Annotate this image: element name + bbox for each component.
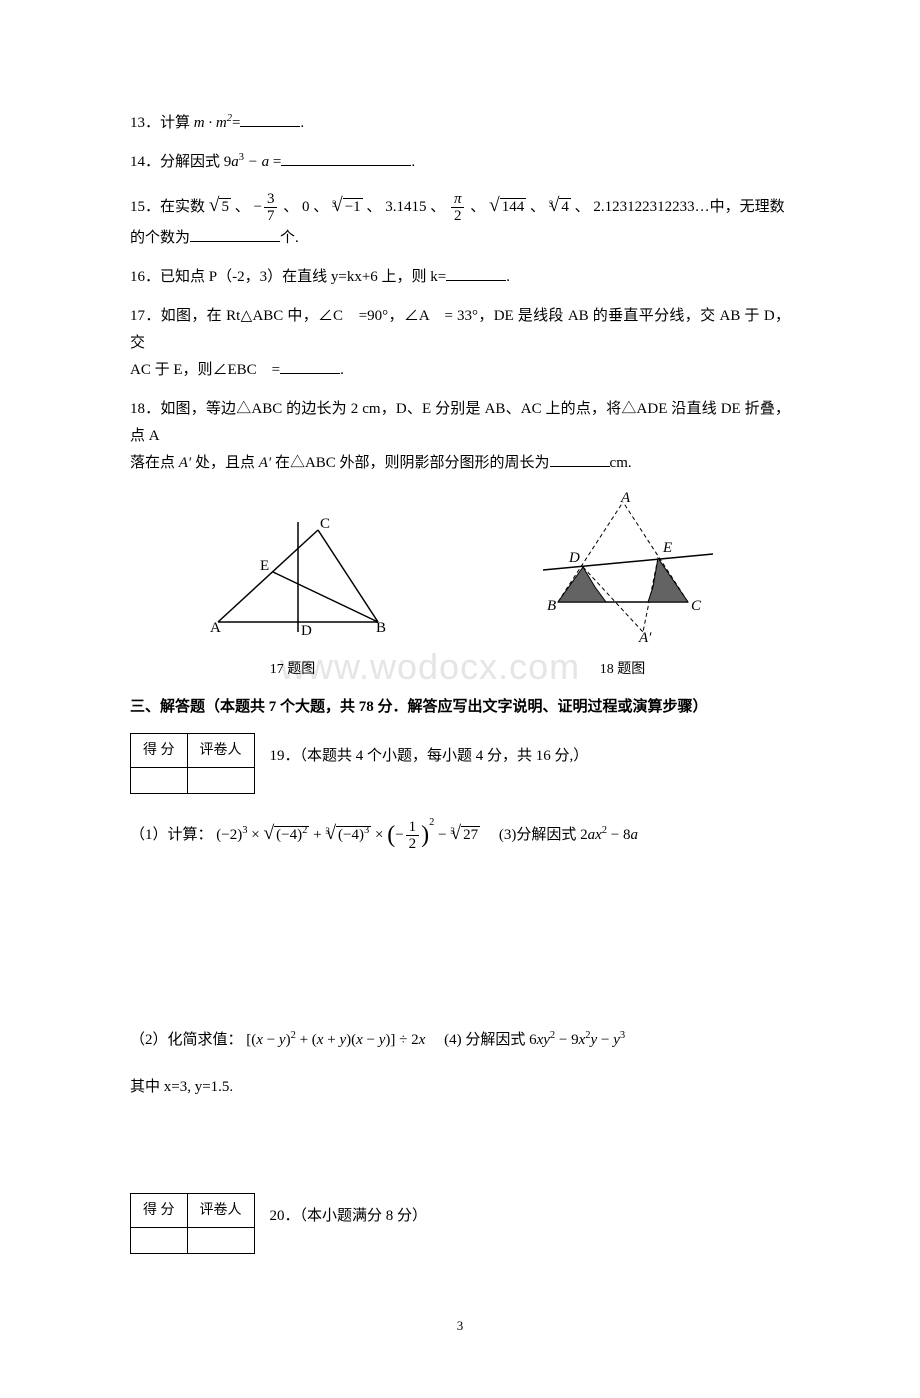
work-space-2 bbox=[130, 1113, 790, 1193]
q18-blank bbox=[550, 452, 610, 467]
question-15: 15．在实数 √5 、 −37 、 0 、 3√−1 、 3.1415 、 π2… bbox=[130, 188, 790, 252]
figure-17-svg: A B C D E bbox=[188, 512, 398, 642]
q13-blank bbox=[240, 112, 300, 127]
label-D: D bbox=[568, 550, 580, 566]
q13-label: 计算 bbox=[160, 115, 194, 131]
grader-header: 评卷人 bbox=[187, 1194, 254, 1228]
figure-17: A B C D E 17 题图 bbox=[188, 512, 398, 682]
page-number: 3 bbox=[130, 1314, 790, 1337]
q19-2-label: （2）化简求值： bbox=[130, 1032, 243, 1048]
frac-pi-2: π2 bbox=[451, 191, 465, 225]
q15-blank bbox=[190, 227, 280, 242]
label-C: C bbox=[691, 598, 702, 614]
grader-cell bbox=[187, 767, 254, 793]
label-B: B bbox=[547, 598, 556, 614]
q19-1-expr: (−2)3 × √(−4)2 + 3√(−4)3 × (−12)2 − 3√27 bbox=[216, 827, 484, 843]
q14-num: 14． bbox=[130, 154, 160, 170]
q19-3-label: (3)分解因式 bbox=[499, 827, 580, 843]
label-C: C bbox=[320, 516, 330, 532]
q17-num: 17． bbox=[130, 308, 161, 324]
q16-blank bbox=[446, 266, 506, 281]
label-A: A bbox=[620, 492, 631, 506]
q19-4-expr: 6xy2 − 9x2y − y3 bbox=[529, 1032, 625, 1048]
q19-header: 得 分 评卷人 19．（本题共 4 个小题，每小题 4 分，共 16 分,） bbox=[130, 733, 790, 794]
cbrt-neg1: 3√−1 bbox=[332, 188, 363, 223]
section-3-title: 三、解答题（本题共 7 个大题，共 78 分．解答应写出文字说明、证明过程或演算… bbox=[130, 694, 790, 721]
q14-blank bbox=[281, 151, 411, 166]
label-E: E bbox=[662, 540, 672, 556]
q13-num: 13． bbox=[130, 115, 160, 131]
question-16: 16．已知点 P（-2，3）在直线 y=kx+6 上，则 k=. bbox=[130, 264, 790, 291]
label-B: B bbox=[376, 620, 386, 636]
q19-3-expr: 2ax2 − 8a bbox=[580, 827, 638, 843]
q15-num: 15． bbox=[130, 199, 160, 215]
frac-3-7: 37 bbox=[264, 191, 278, 225]
question-17: 17．如图，在 Rt△ABC 中，∠C =90°，∠A = 33°，DE 是线段… bbox=[130, 303, 790, 384]
question-13: 13．计算 m · m2=. bbox=[130, 110, 790, 137]
q19-2-where: 其中 x=3, y=1.5. bbox=[130, 1074, 790, 1101]
figures-row: A B C D E 17 题图 A B C D bbox=[130, 492, 790, 682]
label-D: D bbox=[301, 623, 312, 639]
question-14: 14．分解因式 9a3 − a =. bbox=[130, 149, 790, 176]
q17-blank bbox=[280, 359, 340, 374]
question-18: 18．如图，等边△ABC 的边长为 2 cm，D、E 分别是 AB、AC 上的点… bbox=[130, 396, 790, 477]
q16-num: 16． bbox=[130, 269, 160, 285]
q13-expr: m · m2 bbox=[194, 115, 232, 131]
label-E: E bbox=[260, 558, 269, 574]
score-cell bbox=[131, 1228, 188, 1254]
q19-text: 19．（本题共 4 个小题，每小题 4 分，共 16 分,） bbox=[270, 733, 589, 770]
label-A: A bbox=[210, 620, 221, 636]
grader-cell bbox=[187, 1228, 254, 1254]
cbrt-4: 3√4 bbox=[549, 188, 571, 223]
score-header: 得 分 bbox=[131, 733, 188, 767]
q20-header: 得 分 评卷人 20．（本小题满分 8 分） bbox=[130, 1193, 790, 1254]
figure-18-label: 18 题图 bbox=[513, 657, 733, 682]
figure-18-svg: A B C D E A′ bbox=[513, 492, 733, 642]
q20-text: 20．（本小题满分 8 分） bbox=[270, 1193, 428, 1230]
q19-row-1: （1）计算： (−2)3 × √(−4)2 + 3√(−4)3 × (−12)2… bbox=[130, 814, 790, 857]
score-table-19: 得 分 评卷人 bbox=[130, 733, 255, 794]
q19-2-expr: [(x − y)2 + (x + y)(x − y)] ÷ 2x bbox=[246, 1032, 425, 1048]
score-cell bbox=[131, 767, 188, 793]
score-header: 得 分 bbox=[131, 1194, 188, 1228]
q19-4-label: (4) 分解因式 bbox=[444, 1032, 529, 1048]
sqrt-5: √5 bbox=[209, 188, 231, 223]
q14-expr: 9a3 − a = bbox=[224, 154, 282, 170]
q19-1-label: （1）计算： bbox=[130, 827, 213, 843]
work-space-1 bbox=[130, 877, 790, 1007]
score-table-20: 得 分 评卷人 bbox=[130, 1193, 255, 1254]
label-Aprime: A′ bbox=[638, 630, 652, 642]
sqrt-144: √144 bbox=[489, 188, 526, 223]
q18-num: 18． bbox=[130, 401, 160, 417]
q14-label: 分解因式 bbox=[160, 154, 224, 170]
q19-row-2: （2）化简求值： [(x − y)2 + (x + y)(x − y)] ÷ 2… bbox=[130, 1027, 790, 1054]
figure-17-label: 17 题图 bbox=[188, 657, 398, 682]
grader-header: 评卷人 bbox=[187, 733, 254, 767]
figure-18: A B C D E A′ 18 题图 bbox=[513, 492, 733, 682]
